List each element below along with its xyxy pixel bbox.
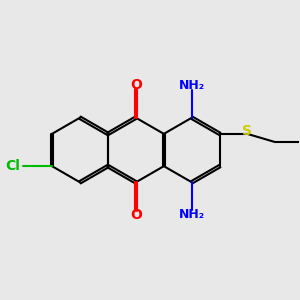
Text: NH₂: NH₂: [179, 79, 205, 92]
Text: O: O: [130, 78, 142, 92]
Text: S: S: [242, 124, 252, 138]
Text: O: O: [130, 208, 142, 222]
Text: NH₂: NH₂: [179, 208, 205, 221]
Text: Cl: Cl: [5, 159, 20, 173]
